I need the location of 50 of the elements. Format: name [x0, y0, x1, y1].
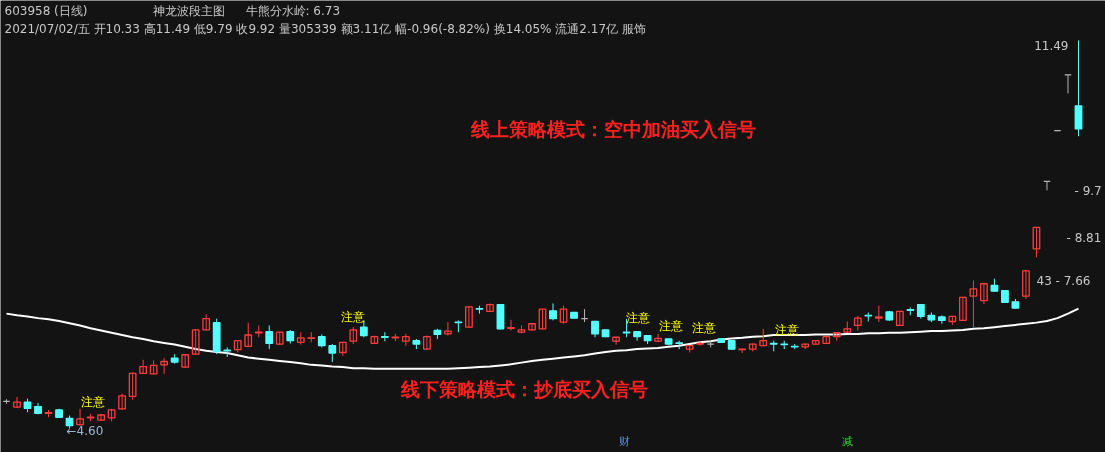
candlestick — [13, 396, 21, 409]
annotation: 11.49 — [1034, 39, 1069, 53]
candlestick — [444, 321, 452, 337]
candlestick — [191, 328, 200, 356]
candlestick — [244, 322, 253, 348]
candlestick — [969, 279, 978, 328]
candlestick — [538, 308, 547, 330]
annotation: 注意 — [691, 320, 716, 335]
candlestick — [328, 343, 337, 363]
candlestick — [486, 302, 494, 313]
candlestick — [265, 324, 274, 350]
candlestick — [422, 335, 431, 351]
text: 2021/07/02/五 开10.33 高11.49 低9.79 收9.92 量305339 额3.11亿 幅-0.96(-8.82%) 换14.05% 流通2.17亿 服饰 — [4, 21, 646, 36]
text: 神龙波段主图 — [152, 3, 225, 18]
candlestick — [128, 371, 137, 401]
text: 财 — [619, 435, 630, 448]
annotation: 注意 — [658, 318, 683, 333]
candlestick — [654, 333, 663, 343]
candlestick — [380, 331, 389, 342]
candlestick — [549, 302, 557, 321]
annotation: 线上策略模式：空中加油买入信号 — [469, 117, 756, 140]
candlestick — [528, 322, 536, 332]
candlestick — [1022, 269, 1030, 300]
candlestick — [76, 408, 84, 427]
annotation: ←4.60 — [66, 423, 104, 438]
annotation: 注意 — [625, 310, 650, 325]
candlestick — [139, 359, 148, 375]
text: 减 — [842, 435, 853, 448]
candlestick — [465, 305, 473, 329]
candlestick — [612, 336, 620, 346]
annotation: 注意 — [774, 322, 799, 337]
candlestick — [675, 340, 684, 350]
candlestick — [559, 305, 568, 325]
candlestick — [401, 333, 410, 347]
candlestick — [1074, 40, 1083, 137]
annotation: 注意 — [80, 394, 105, 409]
annotation: - 8.81 — [1066, 230, 1102, 245]
candlestick — [980, 282, 988, 305]
annotation: 43 - 7.66 — [1036, 273, 1091, 288]
annotation: 线下策略模式：抄底买入信号 — [399, 377, 648, 400]
candlestick — [160, 357, 169, 375]
annotation: 注意 — [340, 309, 365, 324]
annotation: - 9.7 — [1074, 183, 1102, 198]
candlestick — [937, 314, 946, 325]
text: 603958 (日线) — [4, 3, 88, 18]
text: 牛熊分水岭: 6.73 — [245, 3, 341, 18]
candlestick — [958, 296, 967, 322]
candlestick — [118, 393, 127, 411]
candlestick — [296, 331, 305, 346]
candlestick — [1032, 226, 1041, 258]
